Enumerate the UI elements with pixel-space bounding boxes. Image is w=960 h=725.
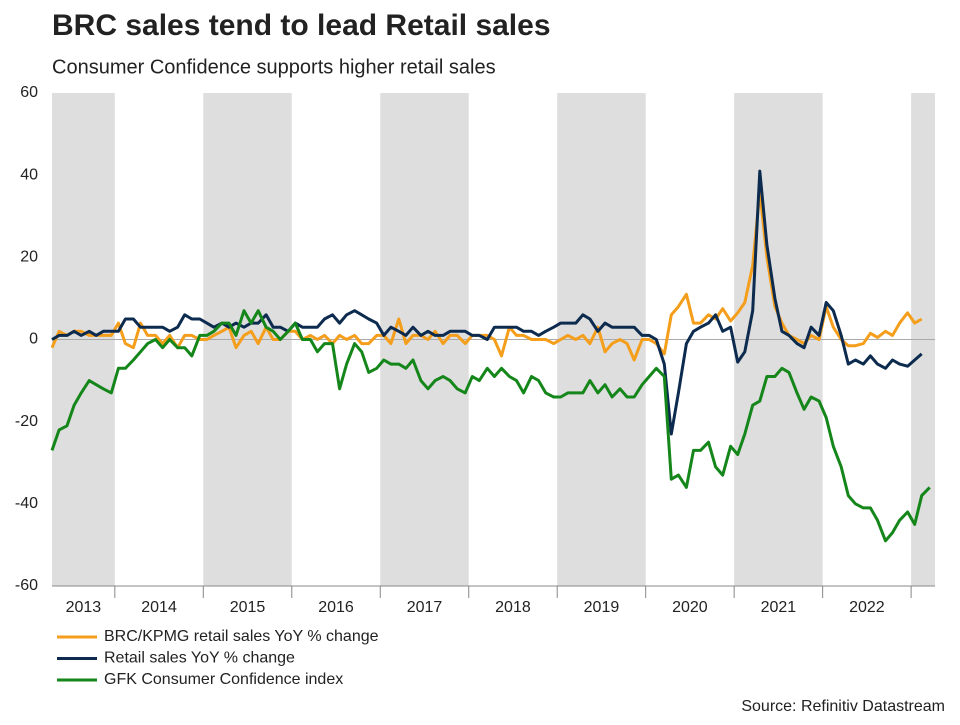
x-tick-label: 2017 xyxy=(407,599,443,616)
y-tick-label: 60 xyxy=(20,84,38,101)
x-tick-label: 2014 xyxy=(141,599,177,616)
y-tick-label: -40 xyxy=(15,495,38,512)
series-line xyxy=(51,169,923,436)
source-note: Source: Refinitiv Datastream xyxy=(741,698,945,715)
chart-title: BRC sales tend to lead Retail sales xyxy=(52,9,551,42)
y-tick-label: 40 xyxy=(20,166,38,183)
x-tick-label: 2019 xyxy=(584,599,620,616)
x-tick-label: 2018 xyxy=(495,599,531,616)
y-tick-label: -60 xyxy=(15,577,38,594)
legend-label: BRC/KPMG retail sales YoY % change xyxy=(104,628,379,645)
x-tick-label: 2021 xyxy=(761,599,797,616)
chart-subtitle: Consumer Confidence supports higher reta… xyxy=(52,56,496,78)
y-tick-label: 20 xyxy=(20,249,38,266)
legend-label: Retail sales YoY % change xyxy=(104,650,295,667)
x-tick-label: 2015 xyxy=(230,599,266,616)
x-tick-label: 2016 xyxy=(318,599,354,616)
series-line xyxy=(50,309,931,543)
x-tick-label: 2013 xyxy=(66,599,102,616)
x-tick-label: 2022 xyxy=(849,599,885,616)
y-tick-label: -20 xyxy=(15,413,38,430)
legend-label: GFK Consumer Confidence index xyxy=(104,671,343,688)
y-tick-label: 0 xyxy=(29,331,38,348)
x-tick-label: 2020 xyxy=(672,599,708,616)
